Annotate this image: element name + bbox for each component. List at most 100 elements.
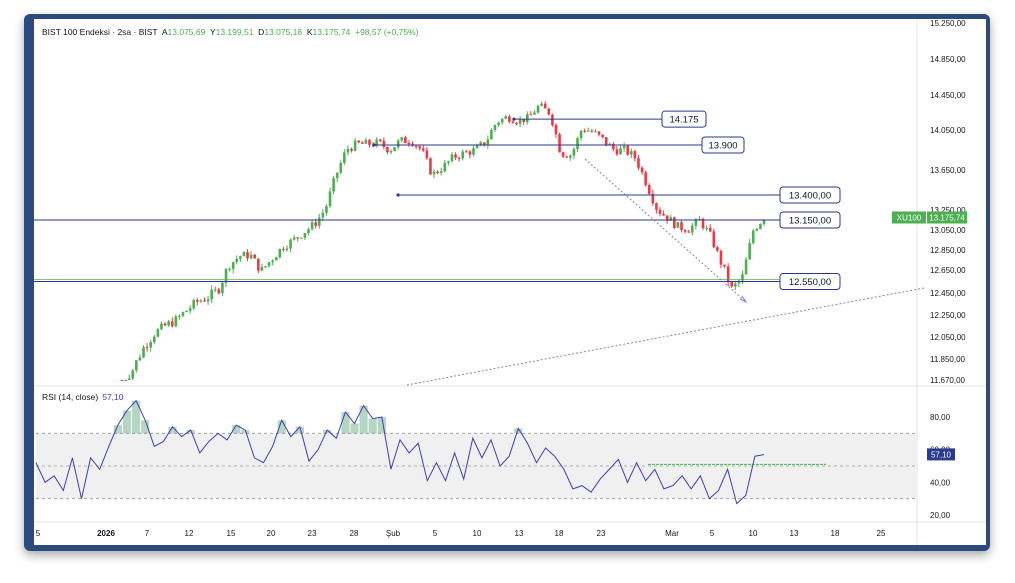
level-anchor-dot [512, 117, 516, 121]
time-tick-label: Mar [665, 529, 679, 538]
candle-body [569, 155, 572, 158]
candle-body [285, 248, 289, 250]
candle-body [185, 310, 188, 313]
candle-body [619, 148, 622, 155]
candle-body [551, 114, 554, 126]
low-label: D [258, 27, 265, 37]
candle-body [188, 308, 192, 311]
candle-body [450, 154, 454, 162]
candle-body [447, 161, 450, 163]
candle-body [608, 143, 612, 145]
level-label: 13.900 [708, 141, 737, 152]
candle-body [199, 300, 203, 302]
rsi-tick-label: 40,00 [930, 478, 951, 487]
candle-body [421, 148, 425, 151]
candle-body [547, 108, 551, 115]
time-tick-label: 10 [473, 529, 482, 538]
candle-body [576, 138, 579, 150]
candle-body [511, 121, 515, 124]
candle-body [594, 131, 597, 133]
candle-body [493, 124, 497, 130]
price-tick-label: 13.250,00 [930, 206, 966, 215]
candle-body [196, 299, 199, 302]
time-tick-label: 23 [597, 529, 606, 538]
candle-body [400, 137, 404, 141]
candle-body [296, 237, 300, 239]
up-trendline [406, 287, 925, 386]
time-tick-label: 7 [145, 529, 150, 538]
candle-body [461, 151, 465, 159]
candle-body [687, 231, 690, 233]
candle-body [317, 217, 321, 226]
candle-body [167, 321, 170, 326]
candle-body [404, 137, 407, 144]
candle-body [339, 162, 343, 173]
candle-body [278, 248, 282, 258]
candle-body [429, 158, 432, 175]
low-value: 13.075,18 [264, 27, 303, 37]
candle-body [407, 143, 411, 145]
price-tick-label: 12.450,00 [930, 289, 966, 298]
candle-body [282, 248, 285, 250]
candle-body [378, 139, 382, 141]
candle-body [705, 227, 708, 229]
candle-body [626, 145, 630, 155]
high-value: 13.199,51 [215, 27, 254, 37]
candle-body [346, 148, 350, 153]
rsi-header: RSI (14, close) 57,10 [42, 392, 124, 402]
open-value: 13.075,69 [167, 27, 206, 37]
high-label: Y [209, 27, 216, 37]
candle-body [120, 380, 124, 381]
candle-body [665, 215, 669, 221]
candle-body [364, 139, 368, 144]
candle-body [156, 329, 160, 337]
candle-body [683, 230, 687, 232]
time-tick-label: 13 [790, 529, 799, 538]
candle-body [152, 336, 156, 343]
time-tick-label: 10 [749, 529, 758, 538]
price-badge-label: 13.175,74 [929, 214, 965, 223]
candle-body [210, 289, 213, 300]
price-tick-label: 14.450,00 [930, 91, 966, 100]
candle-body [579, 130, 583, 139]
price-chart[interactable]: 15.250,00 14.850,00 14.450,00 14.050,00 13.6… [34, 19, 986, 545]
candle-body [432, 171, 436, 175]
price-tick-label: 12.650,00 [930, 266, 966, 275]
time-tick-label: 12 [185, 529, 194, 538]
candle-body [389, 150, 393, 153]
candle-body [307, 229, 310, 234]
level-label-box [779, 186, 841, 204]
candle-body [561, 152, 565, 157]
candle-body [744, 259, 748, 275]
candle-body [300, 237, 303, 239]
close-label: K [306, 27, 313, 37]
candle-body [622, 145, 626, 149]
time-tick-label: 2026 [97, 529, 115, 538]
candle-body [213, 289, 217, 291]
level-label: 13.400,00 [789, 191, 831, 202]
candle-body [246, 252, 249, 259]
candle-body [443, 162, 447, 172]
candle-body [583, 130, 586, 132]
candle-body [393, 147, 396, 151]
price-tick-label: 14.850,00 [930, 55, 966, 64]
rsi-tick-label: 80,00 [930, 413, 951, 422]
candle-body [708, 227, 712, 232]
candle-body [565, 156, 569, 158]
candle-body [676, 222, 680, 228]
level-label: 14.175 [669, 115, 698, 126]
time-tick-label: 5 [36, 529, 41, 538]
candle-body [655, 203, 658, 210]
symbol-header: BIST 100 Endeksi · 2sa · BIST A13.075,69… [42, 27, 418, 37]
candle-body [325, 206, 328, 213]
candle-body [482, 142, 486, 146]
candle-body [221, 282, 224, 294]
candle-body [479, 142, 482, 146]
candle-body [181, 312, 185, 316]
candle-body [239, 256, 242, 259]
candle-body [698, 218, 701, 220]
candle-body [601, 134, 604, 138]
rsi-tick-label: 20,00 [930, 511, 951, 520]
candle-body [658, 209, 662, 214]
candle-body [716, 247, 719, 251]
